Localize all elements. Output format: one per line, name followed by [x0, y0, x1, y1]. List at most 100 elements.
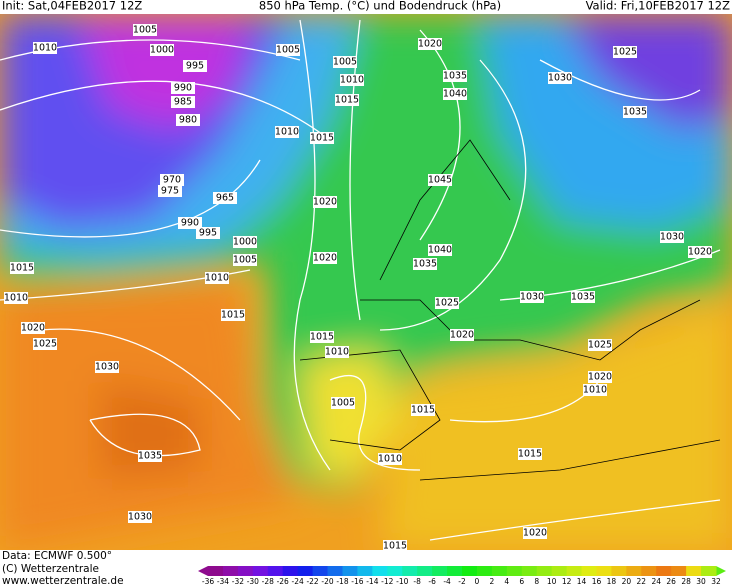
isobar-label-bg	[335, 94, 359, 106]
isobar-label-bg	[613, 46, 637, 58]
colorbar-label: -2	[458, 577, 466, 586]
colorbar-swatch	[671, 566, 687, 576]
colorbar-swatch	[701, 566, 717, 576]
isobar-label: 1010	[4, 293, 28, 304]
isobar-label-bg	[383, 540, 407, 552]
isobar-label: 1020	[418, 39, 442, 50]
isobar-label-bg	[660, 231, 684, 243]
isobar-label-bg	[450, 329, 474, 341]
colorbar-label: -14	[366, 577, 378, 586]
isobar-label-bg	[310, 331, 334, 343]
isobar-label-bg	[133, 24, 157, 36]
isobar-label: 1005	[233, 255, 257, 266]
map-title: 850 hPa Temp. (°C) und Bodendruck (hPa)	[259, 0, 501, 13]
isobar-label: 1035	[138, 451, 162, 462]
isobar-label-bg	[688, 246, 712, 258]
isobar-label: 1025	[588, 340, 612, 351]
isobar-label: 1020	[450, 330, 474, 341]
data-source: Data: ECMWF 0.500°	[2, 550, 112, 562]
isobar-label-bg	[340, 74, 364, 86]
colorbar-label: -20	[321, 577, 333, 586]
isobar-label-bg	[213, 192, 237, 204]
isobar-label-bg	[33, 42, 57, 54]
isobar-label-bg	[21, 322, 45, 334]
isobar-label-bg	[325, 346, 349, 358]
isobar-label: 1040	[443, 89, 467, 100]
colorbar-swatch	[581, 566, 597, 576]
isobar-label: 975	[161, 186, 179, 197]
isobar-label-bg	[588, 339, 612, 351]
isobar-label-bg	[276, 44, 300, 56]
colorbar-swatch	[237, 566, 254, 576]
isobar-label: 1035	[443, 71, 467, 82]
isobar-label: 1035	[571, 292, 595, 303]
isobar-label: 1030	[520, 292, 544, 303]
isobar-label-bg	[4, 292, 28, 304]
colorbar-swatch	[417, 566, 433, 576]
colorbar-swatch	[327, 566, 343, 576]
isobar-label-bg	[176, 114, 200, 126]
colorbar-label: 10	[547, 577, 557, 586]
isobar-label: 1025	[613, 47, 637, 58]
colorbar-label: 24	[651, 577, 661, 586]
isobar-label: 1030	[660, 232, 684, 243]
isobar-label: 1005	[133, 25, 157, 36]
isobar-label: 1005	[333, 57, 357, 68]
isobar-label: 1030	[128, 512, 152, 523]
colorbar-swatch	[252, 566, 269, 576]
colorbar-label: 0	[475, 577, 480, 586]
colorbar-swatch	[208, 566, 224, 576]
isobar-label-bg	[221, 309, 245, 321]
map	[0, 14, 732, 550]
isobar-label-bg	[313, 196, 337, 208]
colorbar-label: -36	[202, 577, 214, 586]
isobar-label: 1030	[95, 362, 119, 373]
colorbar-label: -30	[247, 577, 259, 586]
isobar-label: 1020	[523, 528, 547, 539]
colorbar-label: -28	[262, 577, 274, 586]
coastlines	[299, 139, 721, 481]
isobar-label-bg	[428, 174, 452, 186]
colorbar-label: 30	[696, 577, 706, 586]
isobar-label: 990	[181, 218, 199, 229]
isobar-label-bg	[583, 384, 607, 396]
isobar-label-bg	[523, 527, 547, 539]
colorbar-swatch	[432, 566, 448, 576]
colorbar-swatch	[551, 566, 568, 576]
init-time: Init: Sat,04FEB2017 12Z	[2, 0, 142, 13]
colorbar-swatch	[566, 566, 583, 576]
colorbar-swatch	[476, 566, 493, 576]
colorbar-swatch	[357, 566, 373, 576]
isobar-label: 1010	[205, 273, 229, 284]
isobar-label: 1015	[411, 405, 435, 416]
isobar-label: 1010	[325, 347, 349, 358]
isobar-label-bg	[313, 252, 337, 264]
isobar-label-bg	[571, 291, 595, 303]
isobar-label-bg	[275, 126, 299, 138]
isobar-label-bg	[183, 60, 207, 72]
colorbar-arrow-high	[716, 566, 726, 576]
isobar-label-bg	[443, 88, 467, 100]
isobar-label: 1045	[428, 175, 452, 186]
isobar-label-bg	[128, 511, 152, 523]
isobar-label-bg	[171, 82, 195, 94]
colorbar-label: -26	[277, 577, 289, 586]
colorbar-swatch	[656, 566, 672, 576]
colorbar-swatch	[342, 566, 358, 576]
isobar-label-bg	[233, 236, 257, 248]
colorbar-label: -18	[336, 577, 348, 586]
isobar-label-bg	[435, 297, 459, 309]
colorbar-label: 28	[681, 577, 691, 586]
isobar-label: 1015	[10, 263, 34, 274]
copyright: (C) Wetterzentrale	[2, 563, 99, 575]
isobar-label: 1000	[150, 45, 174, 56]
isobar-label-bg	[95, 361, 119, 373]
colorbar-label: 12	[562, 577, 572, 586]
isobar-label-bg	[548, 72, 572, 84]
colorbar-label: 32	[711, 577, 721, 586]
isobar-label: 965	[216, 193, 234, 204]
isobar-label: 1010	[275, 127, 299, 138]
colorbar-label: 4	[504, 577, 509, 586]
